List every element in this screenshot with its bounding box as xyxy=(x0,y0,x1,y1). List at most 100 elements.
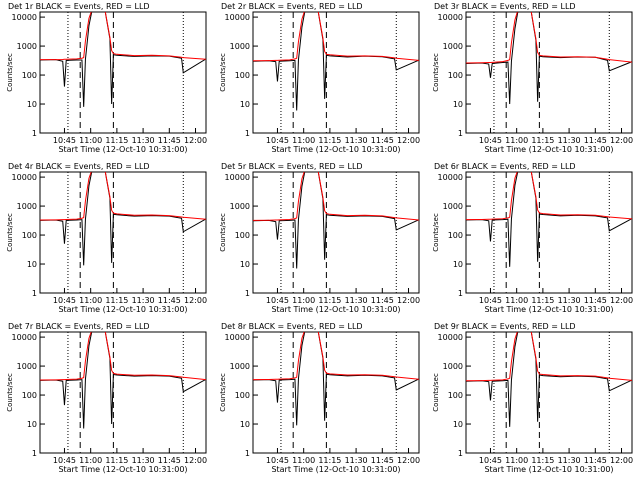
x-axis-label: Start Time (12-Oct-10 10:31:00) xyxy=(484,465,613,474)
x-tick-label: 11:45 xyxy=(584,296,607,305)
y-tick-label: 100 xyxy=(235,391,250,400)
x-tick-label: 10:45 xyxy=(479,296,502,305)
x-tick-label: 11:00 xyxy=(79,456,102,465)
y-tick-label: 100 xyxy=(235,71,250,80)
x-tick-label: 11:00 xyxy=(292,456,315,465)
x-tick-label: 10:45 xyxy=(266,456,289,465)
y-tick-label: 10000 xyxy=(225,333,250,342)
y-axis-label: Counts/sec xyxy=(219,213,227,252)
x-tick-label: 12:00 xyxy=(397,456,420,465)
y-tick-label: 1000 xyxy=(443,42,463,51)
plot-frame xyxy=(39,171,207,294)
y-tick-label: 100 xyxy=(448,231,463,240)
y-tick-label: 10000 xyxy=(438,333,463,342)
y-tick-label: 1 xyxy=(458,289,463,298)
y-tick-label: 10 xyxy=(453,420,463,429)
panel: Det 8r BLACK = Events, RED = LLD 1 10 100 10… xyxy=(219,322,420,474)
x-axis-label: Start Time (12-Oct-10 10:31:00) xyxy=(271,305,400,314)
plot-frame xyxy=(465,11,633,134)
panel: Det 7r BLACK = Events, RED = LLD 1 10 100 10… xyxy=(6,322,207,474)
x-tick-label: 11:00 xyxy=(505,456,528,465)
x-tick-label: 11:15 xyxy=(318,296,341,305)
y-tick-label: 10 xyxy=(27,100,37,109)
y-tick-label: 100 xyxy=(448,391,463,400)
chart-title: Det 5r BLACK = Events, RED = LLD xyxy=(221,162,363,171)
x-tick-label: 12:00 xyxy=(610,296,633,305)
x-tick-label: 11:00 xyxy=(505,136,528,145)
plot-frame xyxy=(252,331,420,454)
y-tick-label: 10 xyxy=(453,100,463,109)
y-tick-label: 10000 xyxy=(438,173,463,182)
y-tick-label: 1 xyxy=(245,129,250,138)
chart-title: Det 8r BLACK = Events, RED = LLD xyxy=(221,322,363,331)
x-tick-label: 11:30 xyxy=(558,296,581,305)
x-tick-label: 12:00 xyxy=(184,456,207,465)
series-line xyxy=(40,172,206,221)
y-tick-label: 100 xyxy=(448,71,463,80)
panel: Det 9r BLACK = Events, RED = LLD 1 10 100 10… xyxy=(432,322,633,474)
series-line xyxy=(253,12,419,62)
series-line xyxy=(466,172,632,267)
series-line xyxy=(40,172,206,266)
y-tick-label: 1000 xyxy=(17,42,37,51)
panel: Det 5r BLACK = Events, RED = LLD 1 10 100 10… xyxy=(219,162,420,314)
series-line xyxy=(40,332,206,381)
y-tick-label: 10000 xyxy=(12,13,37,22)
series-line xyxy=(466,332,632,427)
x-axis-label: Start Time (12-Oct-10 10:31:00) xyxy=(484,145,613,154)
y-axis-label: Counts/sec xyxy=(6,53,14,92)
y-tick-label: 100 xyxy=(22,231,37,240)
x-axis-label: Start Time (12-Oct-10 10:31:00) xyxy=(58,465,187,474)
x-tick-label: 10:45 xyxy=(53,456,76,465)
y-tick-label: 10 xyxy=(453,260,463,269)
y-tick-label: 1000 xyxy=(443,362,463,371)
x-tick-label: 11:30 xyxy=(345,456,368,465)
y-axis-label: Counts/sec xyxy=(432,373,440,412)
panel: Det 4r BLACK = Events, RED = LLD 1 10 100 10… xyxy=(6,162,207,314)
series-line xyxy=(40,332,206,429)
x-tick-label: 11:00 xyxy=(505,296,528,305)
panel: Det 6r BLACK = Events, RED = LLD 1 10 100 10… xyxy=(432,162,633,314)
y-axis-label: Counts/sec xyxy=(219,53,227,92)
y-axis-label: Counts/sec xyxy=(219,373,227,412)
x-tick-label: 11:45 xyxy=(584,456,607,465)
x-tick-label: 11:15 xyxy=(531,296,554,305)
x-axis-label: Start Time (12-Oct-10 10:31:00) xyxy=(271,145,400,154)
x-tick-label: 12:00 xyxy=(610,456,633,465)
y-tick-label: 1 xyxy=(245,289,250,298)
x-tick-label: 11:45 xyxy=(371,296,394,305)
x-tick-label: 10:45 xyxy=(53,296,76,305)
x-tick-label: 11:15 xyxy=(105,456,128,465)
y-axis-label: Counts/sec xyxy=(432,53,440,92)
x-tick-label: 11:00 xyxy=(292,136,315,145)
plot-frame xyxy=(39,331,207,454)
x-tick-label: 11:45 xyxy=(371,456,394,465)
y-tick-label: 1 xyxy=(32,129,37,138)
y-tick-label: 10000 xyxy=(12,173,37,182)
chart-title: Det 9r BLACK = Events, RED = LLD xyxy=(434,322,576,331)
x-tick-label: 11:30 xyxy=(132,456,155,465)
x-tick-label: 11:00 xyxy=(79,136,102,145)
y-tick-label: 1 xyxy=(245,449,250,458)
x-tick-label: 11:15 xyxy=(531,456,554,465)
y-tick-label: 10 xyxy=(27,260,37,269)
x-tick-label: 11:15 xyxy=(318,456,341,465)
x-tick-label: 11:30 xyxy=(345,296,368,305)
y-tick-label: 100 xyxy=(235,231,250,240)
y-tick-label: 10 xyxy=(240,100,250,109)
y-axis-label: Counts/sec xyxy=(432,213,440,252)
y-tick-label: 1 xyxy=(32,289,37,298)
y-tick-label: 1000 xyxy=(443,202,463,211)
x-tick-label: 11:00 xyxy=(292,296,315,305)
y-tick-label: 1000 xyxy=(17,202,37,211)
y-axis-label: Counts/sec xyxy=(6,373,14,412)
x-tick-label: 11:45 xyxy=(158,136,181,145)
x-tick-label: 11:30 xyxy=(558,456,581,465)
x-tick-label: 10:45 xyxy=(53,136,76,145)
y-tick-label: 1000 xyxy=(230,362,250,371)
plot-frame xyxy=(465,171,633,294)
y-tick-label: 100 xyxy=(22,71,37,80)
